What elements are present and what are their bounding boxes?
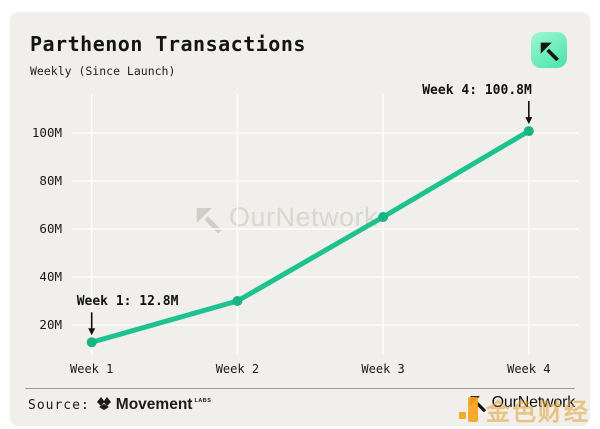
jinse-finance-watermark: 金色财经 xyxy=(459,392,590,427)
movement-logo-icon xyxy=(96,397,111,410)
movement-name: Movement xyxy=(115,396,193,413)
chart-subtitle: Weekly (Since Launch) xyxy=(30,64,176,78)
ournetwork-logo-icon xyxy=(540,42,560,61)
footer-divider xyxy=(25,388,575,389)
x-tick-label: Week 3 xyxy=(361,362,405,376)
annotation-label: Week 4: 100.8M xyxy=(422,83,532,99)
jinse-finance-text: 金色财经 xyxy=(486,398,590,426)
jinse-finance-icon xyxy=(459,396,478,422)
x-tick-label: Week 4 xyxy=(507,362,551,376)
x-tick-label: Week 1 xyxy=(70,362,114,376)
movement-labs-suffix: LABS xyxy=(194,398,212,404)
y-tick-label: 40M xyxy=(39,269,62,284)
movement-brand: Movement LABS xyxy=(96,396,212,414)
source-attribution: Source: Movement LABS xyxy=(28,396,211,414)
chart-card xyxy=(10,12,590,426)
brand-name: OurNetwork xyxy=(491,393,576,411)
annotation-label: Week 1: 12.8M xyxy=(76,294,179,310)
source-label: Source: xyxy=(28,397,90,413)
ournetwork-badge xyxy=(531,32,567,68)
y-tick-label: 20M xyxy=(39,317,62,332)
watermark-text: OurNetwork xyxy=(229,202,379,232)
chart-title: Parthenon Transactions xyxy=(30,32,306,56)
y-tick-label: 60M xyxy=(39,221,62,236)
y-tick-label: 80M xyxy=(39,173,62,188)
x-tick-label: Week 2 xyxy=(215,362,260,376)
y-tick-label: 100M xyxy=(31,125,62,140)
